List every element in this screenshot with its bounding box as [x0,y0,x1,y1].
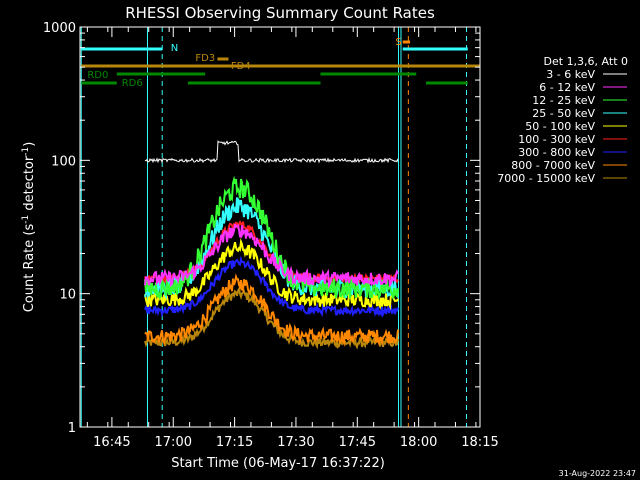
series-line-8 [144,286,399,350]
flag-label-n: N [171,43,178,54]
flag-bar-n [402,47,468,51]
y-axis-label-sup2: -1 [21,147,31,156]
legend-label: 50 - 100 keV [525,120,595,133]
y-axis-label: Count Rate (s-1 detector-1) [21,142,37,313]
flag-bar-s [402,40,411,44]
flag-bar-rd6 [81,81,117,85]
legend-label: 300 - 800 keV [518,146,595,159]
flag-bar-fd3 [217,57,229,61]
legend-label: 25 - 50 keV [532,107,595,120]
x-tick-label: 17:30 [277,435,314,450]
y-tick-label: 100 [51,154,76,169]
flag-bar-n [81,47,163,51]
flag-bar-rd6 [426,81,468,85]
y-tick-label: 1000 [43,21,76,36]
x-tick-label: 18:15 [461,435,498,450]
y-axis-label-sup1: -1 [21,215,31,224]
legend-label: 6 - 12 keV [539,81,595,94]
flag-label-fd4: FD4 [231,61,251,72]
legend-label: 800 - 7000 keV [511,159,595,172]
flag-bar-rd0 [320,72,417,76]
legend-header: Det 1,3,6, Att 0 [544,55,628,68]
x-tick-label: 18:00 [400,435,437,450]
series-group [144,140,399,350]
flag-bar-fd4 [81,64,481,68]
flag-bar-rd0 [116,72,206,76]
y-tick-label: 1 [68,421,76,436]
x-tick-label: 16:45 [93,435,130,450]
legend-label: 12 - 25 keV [532,94,595,107]
series-line-4 [144,237,399,311]
y-tick-label: 10 [59,288,76,303]
series-line-6 [144,255,399,319]
series-line-0 [144,140,399,164]
flag-label-rd6: RD6 [122,78,143,89]
legend-label: 3 - 6 keV [546,68,595,81]
plot-frame [79,26,481,428]
series-line-1 [144,223,399,289]
x-tick-label: 17:00 [155,435,192,450]
axis-ticks: 1 10 100 1000 16:45 17:00 17:15 17:30 17:45 18:00… [43,21,499,450]
flag-bars: N S FD3 FD4 RD0 RD6 [81,37,481,89]
flag-label-rd0: RD0 [87,70,108,81]
x-axis-label: Start Time (06-May-17 16:37:22) [171,456,385,471]
legend-label: 100 - 300 keV [518,133,595,146]
plot-lines [80,27,468,427]
x-tick-label: 17:15 [216,435,253,450]
legend-label: 7000 - 15000 keV [497,172,595,185]
chart-title: RHESSI Observing Summary Count Rates [125,4,435,22]
series-line-7 [144,273,399,347]
flag-label-s: S [395,37,401,48]
flag-bar-rd6 [187,81,321,85]
x-tick-label: 17:45 [339,435,376,450]
flag-label-fd3: FD3 [195,53,215,64]
footer-date: 31-Aug-2022 23:47 [559,469,636,478]
